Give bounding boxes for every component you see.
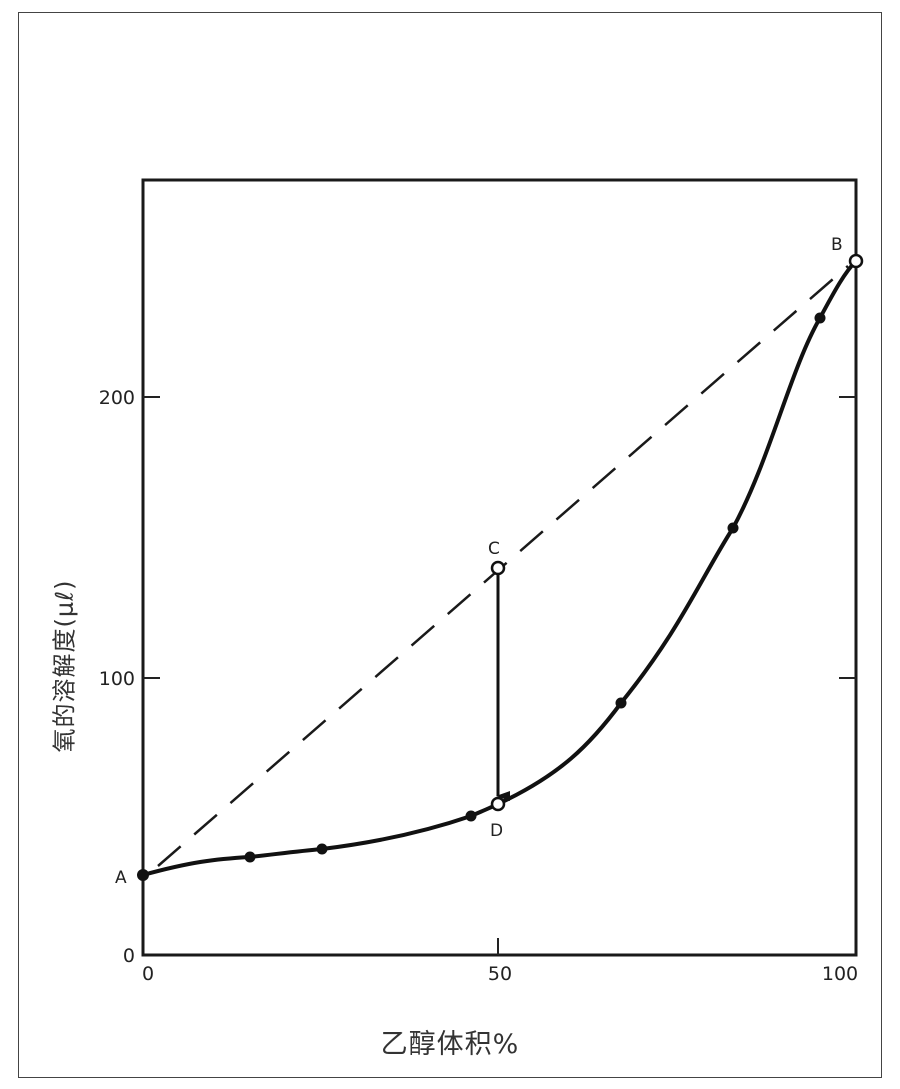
data-point-a <box>137 869 149 881</box>
x-tick-label-100: 100 <box>822 963 858 985</box>
figure-frame <box>18 12 882 1078</box>
label-c: C <box>488 539 500 559</box>
x-axis-title: 乙醇体积% <box>380 1029 520 1060</box>
marker-b <box>848 253 864 269</box>
data-point <box>727 522 739 534</box>
solubility-curve <box>142 259 858 877</box>
marker-d <box>490 796 506 812</box>
data-point <box>615 697 627 709</box>
data-point <box>814 312 826 324</box>
label-a: A <box>115 868 127 888</box>
y-axis-title: 氧的溶解度(μℓ) <box>50 579 79 753</box>
marker-c <box>490 560 506 576</box>
data-points <box>137 312 826 881</box>
label-b: B <box>831 235 843 255</box>
x-tick-label-0: 0 <box>142 963 154 985</box>
y-tick-label-0: 0 <box>123 945 135 967</box>
y-axis-ticks <box>143 396 856 679</box>
label-d: D <box>490 821 503 841</box>
data-point <box>316 843 328 855</box>
y-tick-label-100: 100 <box>99 668 135 690</box>
plot-area-border <box>141 178 858 957</box>
y-tick-label-200: 200 <box>99 387 135 409</box>
data-point <box>244 851 256 863</box>
x-tick-label-50: 50 <box>488 963 512 985</box>
data-point <box>465 810 477 822</box>
